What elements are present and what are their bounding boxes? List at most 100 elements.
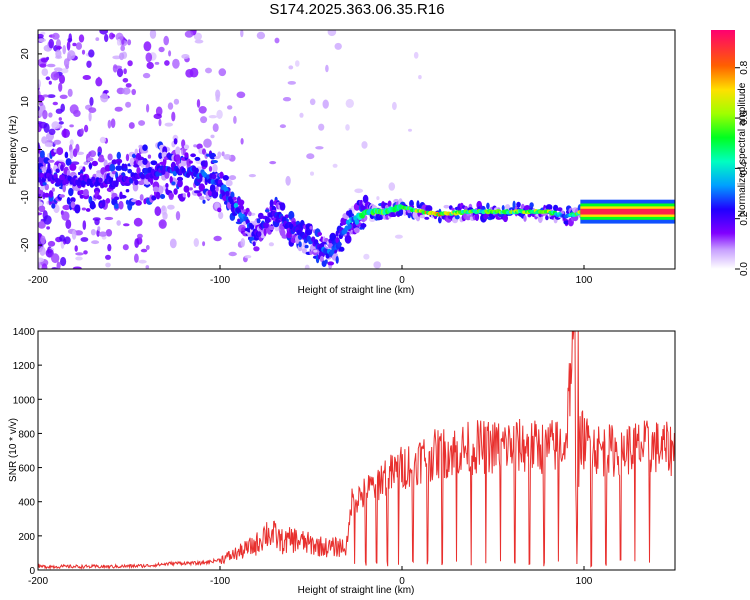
heatmap-cell: [82, 166, 86, 172]
heatmap-cell: [60, 256, 67, 267]
heatmap-cell: [38, 38, 46, 42]
heatmap-cell: [56, 147, 64, 156]
heatmap-cell: [229, 198, 234, 205]
heatmap-cell: [212, 173, 217, 180]
heatmap-cell: [289, 223, 294, 230]
heatmap-cell: [204, 160, 208, 168]
heatmap-cell: [158, 152, 163, 159]
heatmap-cell: [60, 68, 69, 74]
heatmap-cell: [78, 34, 85, 43]
heatmap-cell: [83, 161, 89, 165]
heatmap-cell: [95, 37, 100, 41]
heatmap-cell: [91, 160, 99, 167]
heatmap-cell: [143, 198, 147, 205]
heatmap-cell: [103, 89, 109, 94]
heatmap-cell: [360, 223, 367, 229]
heatmap-cell: [373, 261, 382, 269]
heatmap-cell: [344, 234, 352, 244]
heatmap-cell: [159, 220, 165, 227]
heatmap-cell: [337, 241, 342, 248]
heatmap-cell: [116, 38, 121, 46]
heatmap-cell: [306, 153, 315, 160]
heatmap-cell: [168, 192, 174, 199]
heatmap-cell: [313, 239, 319, 245]
colorbar-tick-label: 0.6: [739, 111, 750, 125]
heatmap-cell: [62, 45, 66, 55]
heatmap-cell: [134, 179, 139, 186]
heatmap-cell: [63, 128, 67, 138]
heatmap-cell: [218, 211, 224, 220]
heatmap-cell: [61, 211, 70, 221]
heatmap-cell: [193, 32, 202, 41]
heatmap-cell: [325, 64, 329, 73]
heatmap-cell: [119, 52, 125, 61]
heatmap-cell: [288, 65, 294, 70]
heatmap-cell: [42, 109, 48, 120]
heatmap-cell: [88, 49, 95, 58]
heatmap-cell: [114, 106, 123, 112]
heatmap-cell: [64, 151, 69, 159]
heatmap-cell: [131, 153, 137, 158]
heatmap-y-tick-label: 20: [20, 48, 31, 60]
heatmap-cell: [215, 94, 220, 102]
heatmap-cell: [167, 102, 174, 110]
heatmap-cell: [85, 208, 91, 212]
heatmap-cell: [213, 235, 222, 242]
heatmap-cell: [139, 194, 144, 201]
heatmap-cell: [223, 154, 232, 160]
heatmap-cell: [51, 187, 55, 192]
heatmap-cell: [45, 248, 54, 258]
heatmap-cell: [50, 71, 60, 81]
heatmap-cell: [69, 163, 77, 171]
heatmap-cell: [216, 109, 223, 119]
heatmap-cell: [42, 165, 47, 170]
heatmap-cell: [137, 156, 145, 161]
heatmap-cell: [167, 204, 175, 210]
heatmap-cell: [73, 109, 81, 117]
heatmap-cell: [159, 194, 166, 199]
heatmap-cell: [150, 160, 158, 166]
heatmap-cell: [101, 199, 106, 208]
heatmap-cell: [82, 220, 87, 231]
heatmap-cell: [97, 76, 101, 87]
heatmap-cell: [299, 112, 304, 118]
heatmap-cell: [72, 148, 78, 157]
heatmap-cell: [158, 46, 165, 53]
heatmap-cell: [38, 257, 45, 263]
snr-y-tick-label: 600: [18, 464, 35, 475]
heatmap-cell: [47, 240, 56, 247]
heatmap-cell: [211, 160, 218, 164]
heatmap-cell: [354, 219, 360, 225]
heatmap-cell: [228, 251, 237, 257]
heatmap-cell: [145, 245, 150, 250]
heatmap-cell: [264, 222, 269, 229]
heatmap-cell: [324, 259, 328, 264]
heatmap-cell: [309, 98, 316, 106]
heatmap-cell: [376, 196, 380, 201]
heatmap-cell: [38, 79, 41, 89]
heatmap-cell: [172, 58, 180, 69]
heatmap-cell: [116, 67, 124, 78]
heatmap-cell: [233, 115, 237, 124]
heatmap-cell: [269, 199, 274, 208]
heatmap-cell: [282, 97, 292, 102]
heatmap-cell: [116, 220, 121, 226]
heatmap-cell: [181, 54, 190, 59]
heatmap-cell: [122, 244, 129, 251]
heatmap-cell: [182, 193, 186, 198]
heatmap-cell: [105, 198, 111, 204]
heatmap-cell: [247, 211, 252, 217]
heatmap-cell: [87, 157, 94, 162]
heatmap-cell: [208, 115, 218, 119]
heatmap-cell: [75, 42, 82, 50]
heatmap-cell: [70, 197, 76, 203]
heatmap-cell: [288, 210, 295, 220]
heatmap-cell: [58, 82, 63, 92]
heatmap-cell: [56, 261, 61, 269]
heatmap-cell: [43, 157, 50, 164]
heatmap-cell: [256, 31, 266, 40]
colorbar-tick-label: 0.8: [739, 60, 750, 74]
heatmap-cell: [38, 108, 43, 118]
